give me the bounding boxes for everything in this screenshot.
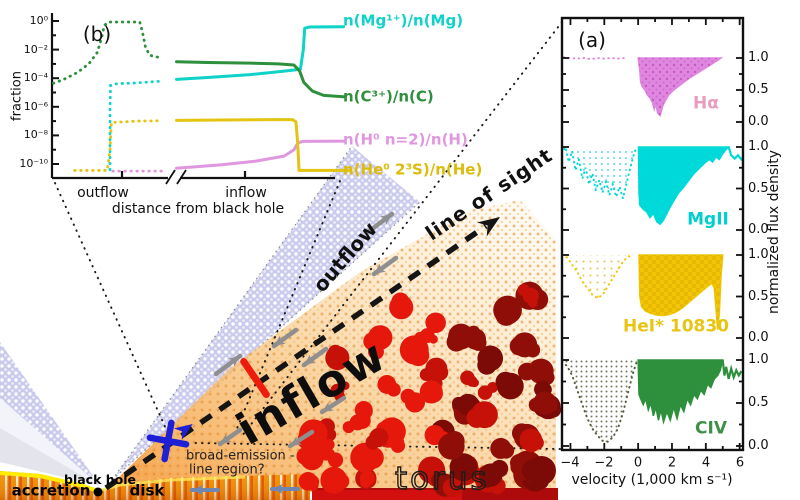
belr-label-line2: line region? xyxy=(189,462,265,478)
torus-label: torus xyxy=(395,461,490,497)
y-tick-label: 0.5 xyxy=(748,395,769,410)
y-tick-label: 10⁻⁴ xyxy=(23,71,48,84)
x-tick-label: −2 xyxy=(594,455,614,471)
y-tick-label: 1.0 xyxy=(748,352,769,367)
line-label-mgii: MgII xyxy=(687,209,729,230)
accretion-disk xyxy=(0,471,310,500)
series-label-he: n(He⁰ 2³S)/n(He) xyxy=(343,160,483,179)
black-hole-dot xyxy=(93,487,103,497)
panel-b-xlabel: distance from black hole xyxy=(111,201,285,217)
y-tick-label: 1.0 xyxy=(748,139,769,154)
line-label-civ: CIV xyxy=(695,418,727,439)
y-tick-label: 10⁰ xyxy=(29,14,48,27)
panel-b-curves xyxy=(52,20,351,173)
panel-a-curves xyxy=(563,56,742,443)
panel-b-outflow-region-label: outflow xyxy=(77,185,129,201)
torus-clouds xyxy=(296,281,562,498)
x-tick-label: 2 xyxy=(667,455,677,471)
y-tick-label: 1.0 xyxy=(748,247,769,262)
panel-a-tag: (a) xyxy=(578,28,606,52)
panel-b-inflow-region-label: inflow xyxy=(225,185,267,201)
y-tick-label: 10⁻¹⁰ xyxy=(19,157,48,170)
panel-b-tag: (b) xyxy=(82,22,112,46)
x-tick-label: 6 xyxy=(735,455,745,471)
series-label-mg: n(Mg¹⁺)/n(Mg) xyxy=(343,11,464,30)
y-tick-label: 0.0 xyxy=(748,438,769,453)
outflow-absorber-marker xyxy=(146,419,193,463)
line-label-hei: HeI* 10830 xyxy=(622,316,730,337)
y-tick-label: 0.0 xyxy=(748,330,769,345)
y-tick-label: 0.0 xyxy=(748,222,769,237)
x-tick-label: −4 xyxy=(560,455,580,471)
panel-a-xlabel: velocity (1,000 km s⁻¹) xyxy=(571,472,733,488)
x-tick-label: 4 xyxy=(701,455,711,471)
y-tick-label: 10⁻⁶ xyxy=(23,100,48,113)
y-tick-label: 0.5 xyxy=(748,180,769,196)
y-tick-label: 10⁻² xyxy=(23,43,48,56)
y-tick-label: 10⁻⁸ xyxy=(23,128,48,141)
series-label-c: n(C³⁺)/n(C) xyxy=(343,87,434,106)
inflow-absorber-marker xyxy=(240,358,270,398)
line-label-halpha: Hα xyxy=(693,93,719,114)
y-tick-label: 1.0 xyxy=(748,50,769,65)
left-wind-cones xyxy=(0,342,100,486)
flow-arrows xyxy=(190,211,399,495)
panel-a-ticks xyxy=(562,18,743,450)
y-tick-label: 0.0 xyxy=(748,114,769,129)
outflow-cone xyxy=(111,145,421,481)
y-tick-label: 0.5 xyxy=(748,288,769,304)
x-tick-label: 0 xyxy=(633,455,643,471)
panel-a-frame xyxy=(560,16,745,452)
black-hole-label: black hole xyxy=(64,471,136,487)
series-label-h: n(H⁰ n=2)/n(H) xyxy=(343,130,468,149)
y-tick-label: 0.5 xyxy=(748,82,769,97)
panel-a-ylabel: normalized flux density xyxy=(766,149,782,315)
belr-label-line1: broad-emission - xyxy=(186,448,295,464)
disk-label: disk xyxy=(129,481,165,500)
panel-b-axes xyxy=(50,13,335,185)
accretion-label: accretion xyxy=(11,481,91,500)
